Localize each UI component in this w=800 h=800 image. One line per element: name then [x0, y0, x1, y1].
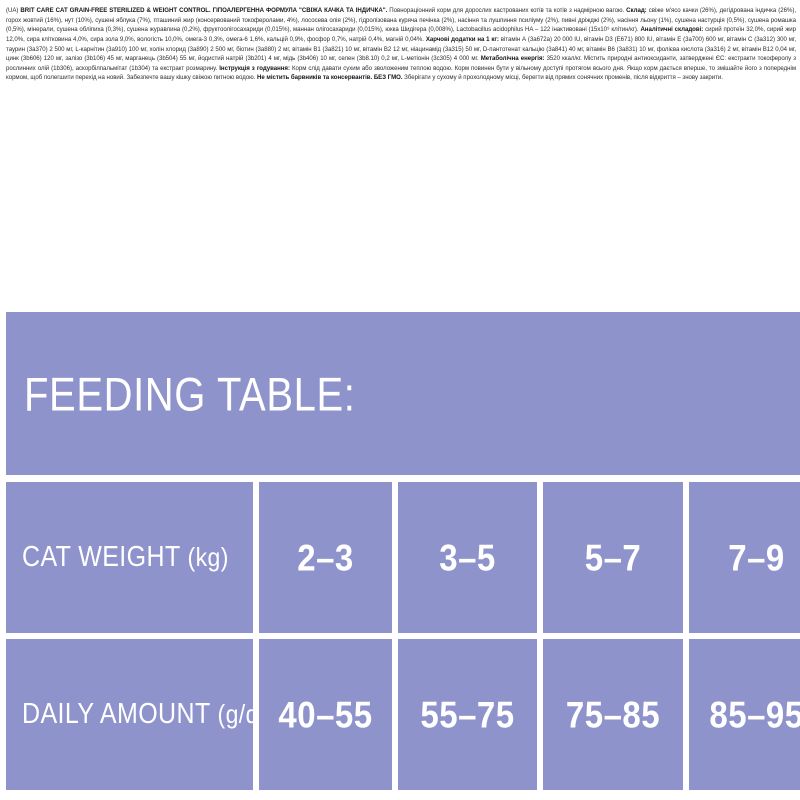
energy-heading: Метаболічна енергія:	[480, 55, 545, 63]
language-code: (UA)	[6, 7, 19, 14]
instructions-text: Корм слід давати сухим або зволоженим те…	[6, 64, 797, 82]
daily-amount-value-2-text: 55–75	[420, 693, 515, 735]
daily-amount-value-3: 75–85	[543, 639, 683, 790]
feeding-table-title: FEEDING TABLE:	[24, 369, 356, 421]
product-name: BRIT CARE CAT GRAIN-FREE STERILIZED & WE…	[20, 7, 388, 14]
storage-text: Зберігати у сухому й прохолодному місці,…	[404, 74, 723, 82]
composition-heading: Склад:	[626, 7, 647, 14]
cat-weight-value-2: 3–5	[398, 482, 537, 633]
cat-weight-value-2-text: 3–5	[439, 536, 496, 578]
daily-amount-label: DAILY AMOUNT (g/day)	[22, 698, 253, 731]
energy-text: 3520 ккал/кг. Містить природні антиоксид…	[6, 55, 796, 72]
instructions-heading: Інструкція з годування:	[219, 64, 290, 72]
table-row-header-cat-weight: CAT WEIGHT (kg)	[6, 482, 253, 633]
product-description: Повнораціонний корм для дорослих кастров…	[389, 7, 625, 14]
cat-weight-label: CAT WEIGHT (kg)	[22, 541, 229, 574]
no-additives-claim: Не містить барвників та консервантів. БЕ…	[257, 74, 403, 82]
daily-amount-label-text: DAILY AMOUNT	[22, 697, 211, 730]
cat-weight-value-3-text: 5–7	[584, 536, 642, 578]
cat-weight-value-1-text: 2–3	[297, 536, 354, 578]
cat-weight-value-1: 2–3	[259, 482, 392, 633]
additives-text: вітамін А (3a672a) 20 000 IU, вітамін D3…	[6, 35, 797, 63]
daily-amount-value-1-text: 40–55	[278, 693, 373, 735]
cat-weight-value-4: 7–9	[689, 482, 800, 633]
feeding-table-header: FEEDING TABLE:	[6, 312, 800, 475]
daily-amount-value-3-text: 75–85	[565, 693, 661, 735]
daily-amount-value-1: 40–55	[259, 639, 392, 790]
cat-weight-value-4-text: 7–9	[728, 536, 785, 578]
analytical-text: сирий протеїн 32,0%, сирий жир 12,0%, си…	[6, 26, 796, 43]
cat-weight-label-text: CAT WEIGHT	[22, 540, 181, 573]
cat-weight-value-3: 5–7	[543, 482, 683, 633]
cat-weight-unit: (kg)	[187, 542, 229, 572]
daily-amount-value-2: 55–75	[398, 639, 537, 790]
table-row-header-daily-amount: DAILY AMOUNT (g/day)	[6, 639, 253, 790]
daily-amount-value-4: 85–95	[689, 639, 800, 790]
analytical-heading: Аналітичні складові:	[640, 26, 704, 34]
composition-text: свіже м'ясо качки (26%), дегідрована інд…	[6, 7, 797, 34]
feeding-table-grid: CAT WEIGHT (kg) 2–3 3–5 5–7 7–9 DAILY AM…	[6, 482, 800, 800]
daily-amount-unit: (g/day)	[217, 699, 253, 729]
daily-amount-value-4-text: 85–95	[709, 693, 800, 735]
feeding-table-panel: FEEDING TABLE: CAT WEIGHT (kg) 2–3 3–5 5…	[6, 312, 800, 800]
additives-heading: Харчові додатки на 1 кг:	[425, 35, 499, 43]
ingredient-text-block: (UA) BRIT CARE CAT GRAIN-FREE STERILIZED…	[6, 6, 796, 83]
